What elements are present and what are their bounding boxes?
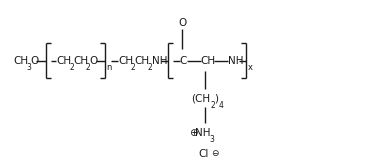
Text: CH: CH: [73, 56, 88, 66]
Text: NH: NH: [152, 56, 167, 66]
Text: 4: 4: [218, 101, 223, 110]
Text: 3: 3: [26, 63, 31, 72]
Text: CH: CH: [201, 56, 216, 66]
Text: x: x: [247, 63, 252, 72]
Text: 2: 2: [211, 101, 216, 110]
Text: Cl: Cl: [199, 149, 209, 159]
Text: ): ): [214, 93, 219, 103]
Text: NH: NH: [195, 127, 211, 138]
Text: ⊖: ⊖: [211, 149, 219, 158]
Text: n: n: [106, 63, 112, 72]
Text: 3: 3: [209, 135, 214, 144]
Text: 2: 2: [131, 63, 136, 72]
Text: O: O: [90, 56, 98, 66]
Text: CH: CH: [135, 56, 150, 66]
Text: 2: 2: [69, 63, 74, 72]
Text: CH: CH: [118, 56, 133, 66]
Text: O: O: [30, 56, 38, 66]
Text: NH: NH: [228, 56, 244, 66]
Text: (CH: (CH: [192, 93, 211, 103]
Text: 2: 2: [148, 63, 152, 72]
Text: ⊕: ⊕: [189, 127, 198, 138]
Text: CH: CH: [14, 56, 29, 66]
Text: O: O: [178, 18, 187, 28]
Text: CH: CH: [56, 56, 71, 66]
Text: 2: 2: [86, 63, 91, 72]
Text: C: C: [180, 56, 187, 66]
